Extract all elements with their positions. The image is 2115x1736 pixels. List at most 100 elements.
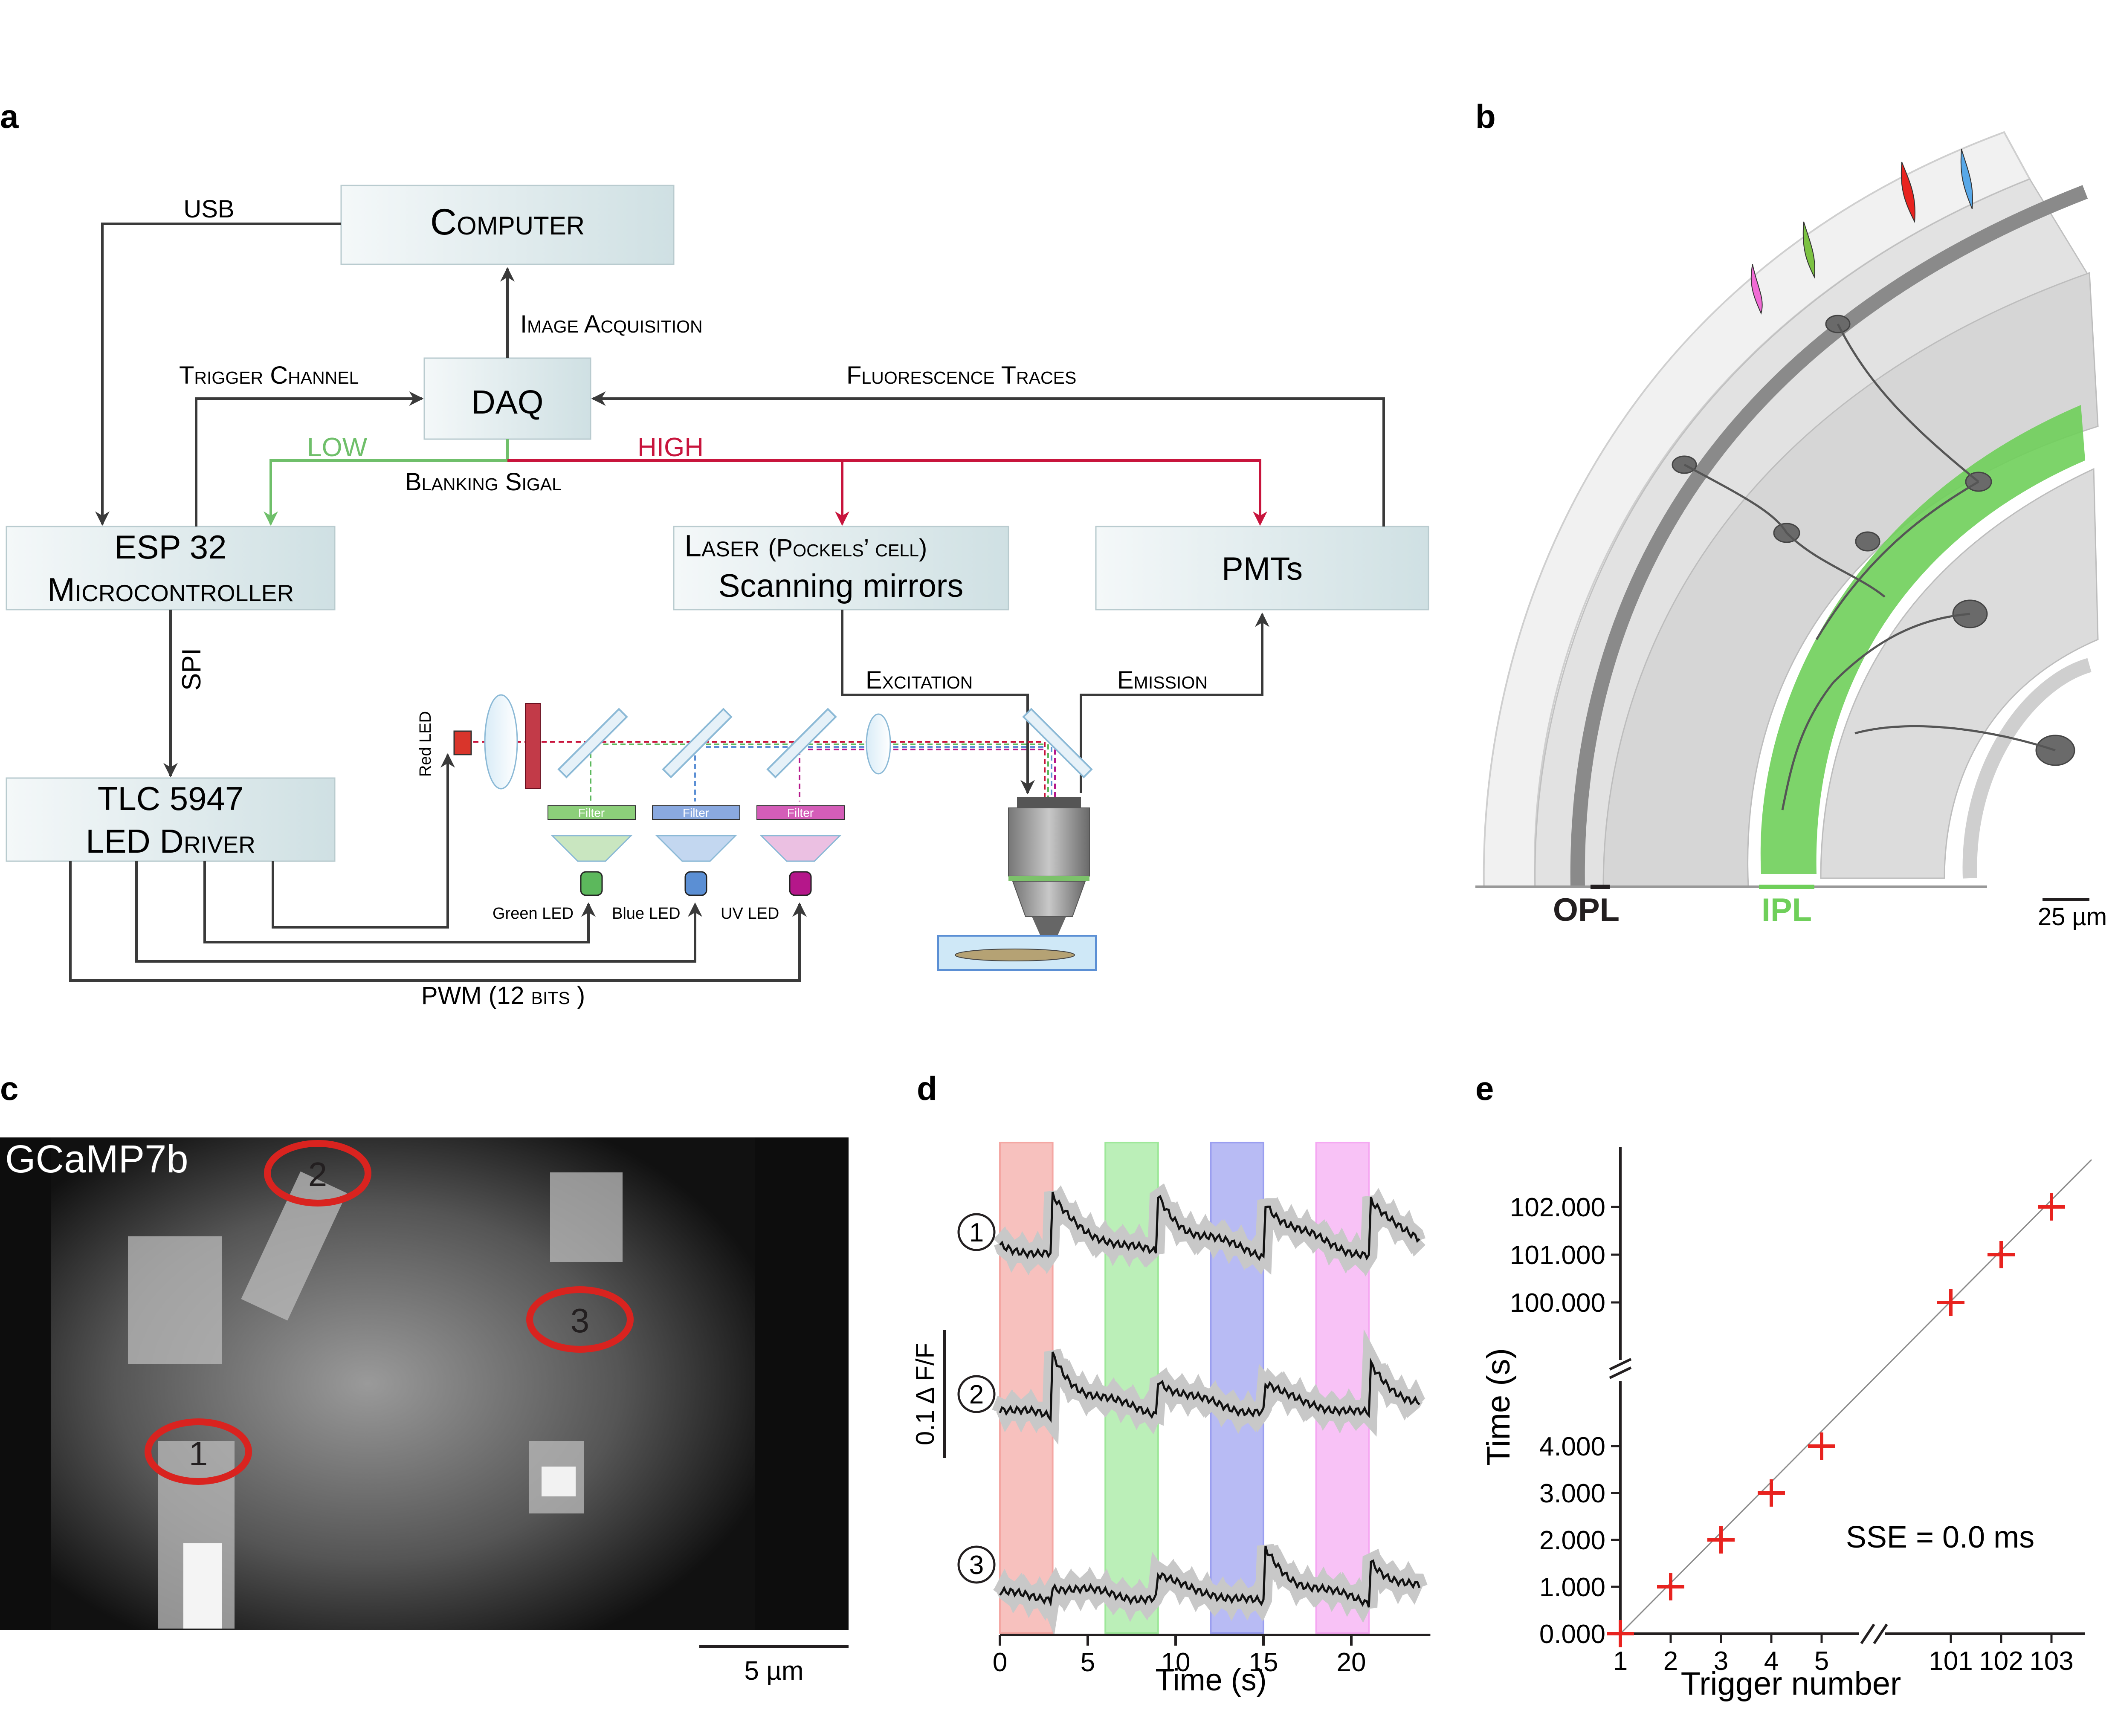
roi-2 [264,1140,371,1207]
green-collimator-icon [550,835,633,862]
green-filter-label: Filter [578,806,605,819]
excitation-label: Excitation [866,666,973,694]
green-cone [1802,221,1815,279]
e-data-point-4 [1758,1479,1785,1507]
objective-icon [1008,797,1090,936]
e-x-tick-label: 5 [1814,1646,1829,1676]
e-y-tick-label: 102.000 [1510,1193,1605,1222]
uv-led-icon [789,871,812,896]
e-y-tick-label: 101.000 [1510,1241,1605,1270]
tlc-box: TLC 5947 LED Driver [6,777,336,862]
pwm-red-line [272,753,455,929]
connection-lines [69,223,1385,982]
trace-1-label: 1 [969,1218,984,1247]
trace-numbers: 1 2 3 [957,1213,996,1584]
e-y-tick-label: 100.000 [1510,1288,1605,1318]
excitation-line [841,610,1035,795]
e-x-axis-break [1873,1623,1888,1644]
computer-box: Computer [340,185,675,265]
red-lens-icon [484,694,518,790]
roi-3 [526,1286,634,1353]
time-tick-label: 5 [1081,1648,1095,1677]
e-x-tick-label: 1 [1613,1646,1628,1676]
trace-3-mean [999,1545,1421,1608]
e-x-tick-label: 4 [1764,1646,1779,1676]
blanking-low-line [264,439,509,526]
identity-line [1620,1159,2092,1635]
tlc-line2: LED Driver [86,822,255,860]
time-tick-label: 15 [1249,1648,1278,1677]
roi-markers: 1 2 3 [145,1140,634,1485]
pwm-green-line [203,861,596,943]
panel-c: c GCaMP7b 1 2 3 5 µm [0,1070,849,1686]
pmts-box: PMTs [1095,526,1429,610]
time-tick-label: 0 [993,1648,1007,1677]
roi-1-label: 1 [189,1435,208,1473]
roi-1 [145,1418,252,1485]
e-y-tick-label: 1.000 [1539,1573,1605,1602]
blue-filter-label: Filter [683,806,709,819]
e-y-tick-label: 0.000 [1539,1620,1605,1649]
sse-annotation: SSE = 0.0 ms [1846,1520,2034,1554]
e-x-tick-label: 103 [2029,1646,2073,1676]
sample-dish-icon [937,935,1097,971]
panel-e: e 0.000 1.000 2.000 3.000 4.000 100.000 101.00… [1475,1070,2092,1702]
emission-line [1080,612,1269,793]
panel-a-label: a [0,98,19,135]
ipl-label: IPL [1762,892,1812,928]
fluorescence-line [591,391,1385,527]
e-data-point-3 [1707,1526,1735,1554]
zebrafish-larva-icon [955,949,1075,961]
spi-label: SPI [177,648,206,691]
e-y-axis-break [1609,1366,1632,1379]
blue-cone [1960,149,1973,209]
trigger-channel-label: Trigger Channel [179,362,359,389]
fluorescence-label: Fluorescence Traces [846,362,1076,389]
uv-filter-icon [756,805,845,820]
e-y-axis-break [1609,1358,1632,1371]
blue-led-label: Blue LED [612,905,681,923]
time-tick-label: 20 [1337,1648,1366,1677]
panel-d-label: d [917,1070,937,1107]
dff-scalebar-label: 0.1 Δ F/F [911,1343,939,1445]
image-acquisition-label: Image Acquisition [520,310,703,338]
red-cone [1901,162,1915,223]
esp32-line1: ESP 32 [114,528,226,566]
trigger-line [195,391,424,527]
e-data-point-8 [2038,1193,2065,1221]
trace-2-mean [999,1351,1420,1423]
laser-line1: Laser (Pockels’ cell) [684,529,927,563]
daq-box: DAQ [423,357,591,440]
emission-label: Emission [1117,666,1208,694]
tube-lens-icon [866,713,891,775]
e-data-point-7 [1988,1241,2015,1268]
blue-collimator-icon [655,835,737,862]
red-led-label: Red LED [417,711,435,777]
e-ylabel: Time (s) [1480,1348,1517,1466]
blanking-label: Blanking Sigal [405,468,562,496]
time-tick-label: 10 [1161,1648,1191,1677]
daq-label: DAQ [471,383,543,421]
panel-b-label: b [1475,98,1496,135]
green-filter-icon [548,805,636,820]
uv-led-label: UV LED [721,905,779,923]
panel-b: b [1475,98,2107,931]
optical-path: Red LED Filter Filter Filter [417,694,1097,971]
time-axis-label: Time (s) [1155,1663,1266,1697]
panel-a: a Computer DAQ ESP 32 Microcontroller La… [0,98,1429,1010]
stimulus-window-4 [1315,1142,1370,1634]
e-y-tick-label: 2.000 [1539,1526,1605,1555]
e-x-tick-label: 102 [1979,1646,2023,1676]
trace-3-label: 3 [969,1551,984,1580]
red-led-icon [453,730,472,755]
laser-line2: Scanning mirrors [719,568,963,604]
tlc-line1: TLC 5947 [98,780,244,817]
opl-label: OPL [1553,892,1620,928]
pwm-blue-line [135,861,702,963]
calcium-traces [992,1183,1428,1636]
e-data-point-6 [1937,1289,1964,1316]
blue-led-icon [684,871,707,896]
dichroic-green-icon [557,708,628,778]
e-data-point-5 [1808,1432,1835,1460]
